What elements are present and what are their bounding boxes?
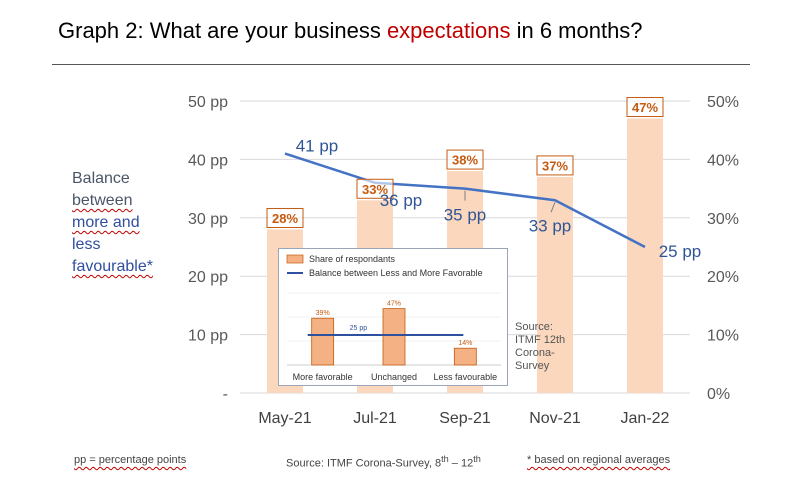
line-value-label: 36 pp	[380, 191, 423, 210]
right-tick-label: 20%	[707, 269, 739, 286]
footnote-source: Source: ITMF Corona-Survey, 8th – 12th	[286, 454, 481, 470]
inset-source-line-1: Source:	[515, 321, 553, 333]
x-tick-label: Sep-21	[439, 410, 491, 427]
y-axis-label-line-1: Balance	[72, 170, 130, 187]
footnote-source-mid: – 12	[448, 457, 474, 470]
title-suffix: in 6 months?	[510, 18, 643, 43]
footnote-source-sup2: th	[473, 454, 481, 464]
bar-value-label-box	[266, 207, 304, 228]
footnote-pp: pp = percentage points	[74, 454, 186, 466]
title-prefix: Graph 2: What are your business	[58, 18, 387, 43]
y-axis-label: Balance between more and less favourable…	[72, 168, 182, 278]
bar-value-label-box	[446, 149, 484, 170]
left-tick-label: -	[223, 386, 228, 403]
x-tick-label: Jan-22	[621, 410, 670, 427]
inset-source-line-4: Survey	[515, 360, 550, 372]
left-tick-label: 10 pp	[188, 328, 228, 345]
bar-value-label-box	[626, 97, 664, 118]
y-axis-label-line-3: more and	[72, 214, 140, 231]
bar	[627, 118, 663, 394]
right-tick-label: 30%	[707, 211, 739, 228]
inset-line-value-label: 25 pp	[350, 325, 368, 332]
y-axis-label-line-4: less	[72, 236, 101, 253]
page-title: Graph 2: What are your business expectat…	[58, 18, 643, 44]
inset-x-tick-label: Unchanged	[371, 372, 417, 382]
inset-x-tick-label: More favorable	[293, 372, 353, 382]
bar-value-label: 28%	[272, 211, 298, 226]
title-highlight: expectations	[386, 18, 511, 43]
legend-label-bars: Share of respondants	[309, 254, 396, 264]
line-value-label: 35 pp	[444, 206, 487, 225]
footnote-source-sup1: th	[441, 454, 449, 464]
line-value-label: 25 pp	[659, 242, 702, 261]
bar	[537, 176, 573, 393]
inset-bar-value-label: 39%	[316, 310, 330, 317]
line-value-label: 41 pp	[296, 137, 339, 156]
footnote-source-prefix: Source: ITMF Corona-Survey, 8	[286, 457, 442, 470]
right-tick-label: 10%	[707, 328, 739, 345]
y-axis-label-line-2: between	[72, 192, 133, 209]
right-tick-label: 50%	[707, 94, 739, 111]
title-divider	[52, 64, 750, 65]
inset-bar	[382, 308, 406, 366]
inset-bar-value-label: 47%	[387, 301, 401, 308]
right-tick-label: 0%	[707, 386, 730, 403]
bar-value-label-box	[536, 155, 574, 176]
x-tick-label: May-21	[258, 410, 311, 427]
inset-source-line-2: ITMF 12th	[515, 334, 566, 346]
left-tick-label: 40 pp	[188, 152, 228, 169]
inset-bar-value-label: 14%	[458, 340, 472, 347]
bar-value-label: 37%	[542, 158, 568, 173]
bar-value-label: 38%	[452, 153, 478, 168]
inset-bar	[453, 347, 477, 366]
balance-line	[284, 152, 646, 249]
line-label-leader	[550, 202, 556, 213]
inset-chart-panel: Share of respondants Balance between Less…	[278, 248, 508, 386]
y-axis-label-line-5: favourable*	[72, 258, 153, 275]
inset-chart: Share of respondants Balance between Less…	[286, 254, 501, 382]
footnote-pp-text: pp = percentage points	[74, 454, 187, 466]
bar-value-label: 33%	[362, 182, 388, 197]
x-tick-label: Jul-21	[353, 410, 397, 427]
inset-bar	[311, 317, 335, 366]
inset-source-line-3: Corona-	[515, 347, 555, 359]
inset-x-tick-label: Less favourable	[434, 372, 498, 382]
bar-value-label-box	[356, 178, 394, 199]
left-tick-label: 30 pp	[188, 211, 228, 228]
inset-source: Source: ITMF 12th Corona- Survey	[515, 321, 575, 373]
left-tick-label: 20 pp	[188, 269, 228, 286]
bar-value-label: 47%	[632, 100, 658, 115]
footnote-regional: * based on regional averages	[527, 454, 670, 466]
left-tick-label: 50 pp	[188, 94, 228, 111]
x-tick-label: Nov-21	[529, 410, 581, 427]
legend-swatch-bars	[286, 254, 304, 264]
right-tick-label: 40%	[707, 152, 739, 169]
line-value-label: 33 pp	[529, 216, 572, 235]
legend-label-line: Balance between Less and More Favorable	[309, 268, 483, 278]
footnote-regional-text: * based on regional averages	[527, 454, 671, 466]
